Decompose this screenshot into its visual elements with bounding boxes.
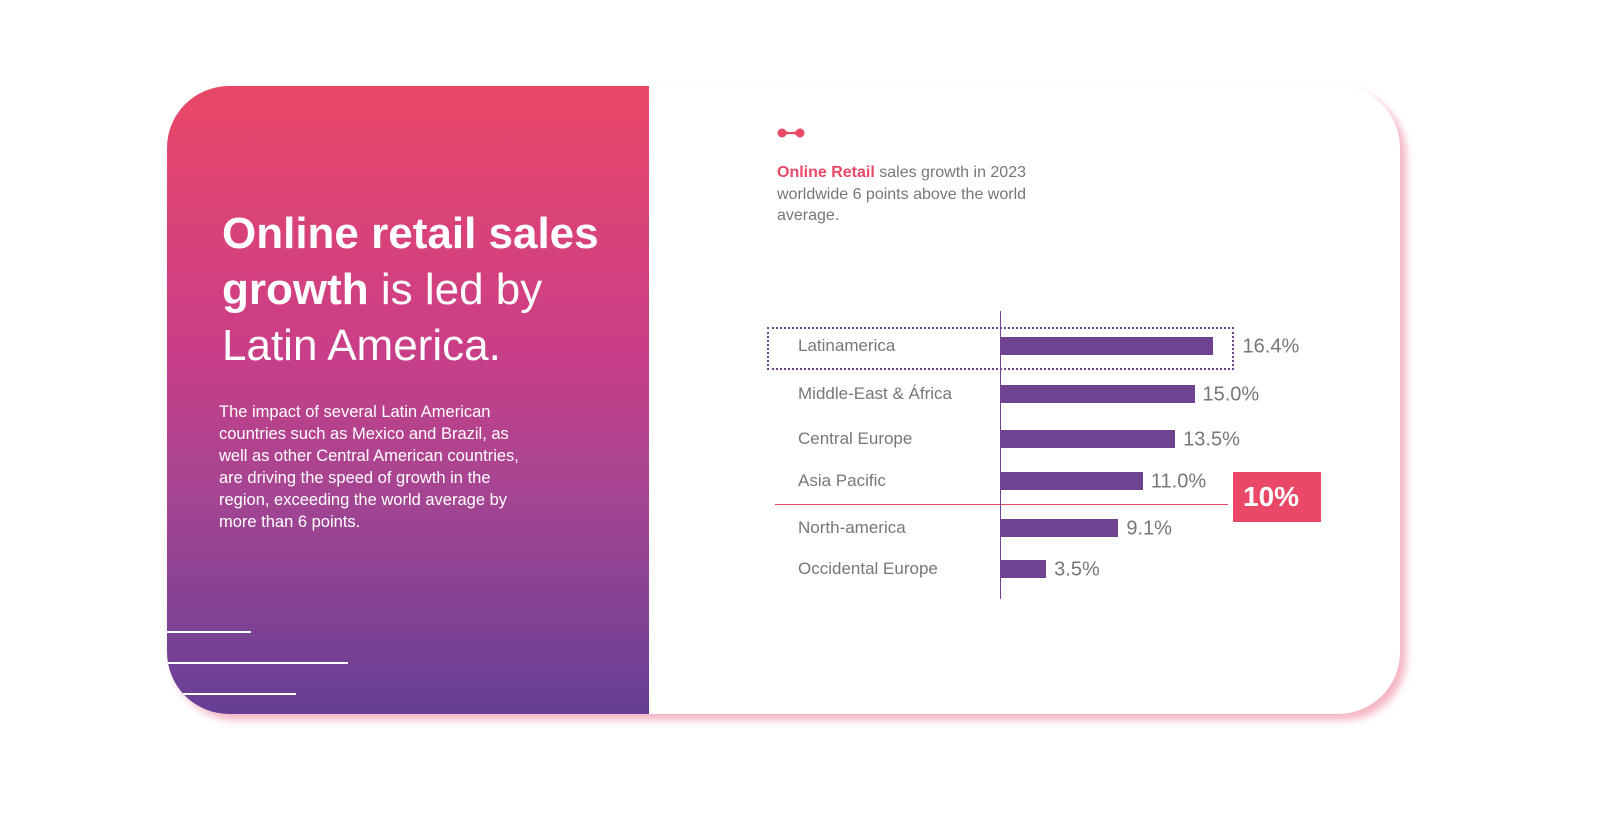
category-label: Central Europe: [798, 429, 913, 448]
axis-line: [1000, 311, 1001, 599]
intro-panel: Online retail sales growth is led by Lat…: [167, 86, 649, 714]
headline: Online retail sales growth is led by Lat…: [222, 206, 622, 374]
headline-bold: Online retail sales growth: [222, 209, 599, 314]
value-label: 16.4%: [1242, 335, 1300, 358]
reference-line: [775, 504, 1228, 505]
bar: [1001, 385, 1195, 403]
bar: [1001, 560, 1047, 578]
value-label: 15.0%: [1202, 383, 1260, 406]
card: Online retail sales growth is led by Lat…: [167, 86, 1400, 714]
decor-line: [167, 693, 296, 695]
value-label: 13.5%: [1183, 428, 1240, 451]
category-label: North-america: [798, 518, 906, 537]
chart-subtitle: Online Retail sales growth in 2023 world…: [777, 162, 1037, 227]
reference-badge: 10%: [1233, 472, 1321, 522]
subtitle-highlight: Online Retail: [777, 164, 875, 181]
category-label: Middle-East & África: [798, 384, 952, 403]
category-label: Asia Pacific: [798, 471, 886, 490]
subtitle-text: sales growth in 2023 worldwide 6 points …: [777, 164, 1027, 224]
category-label: Latinamerica: [798, 336, 896, 355]
bar: [1001, 519, 1119, 537]
decor-line: [167, 662, 348, 664]
value-label: 3.5%: [1054, 558, 1100, 581]
value-label: 9.1%: [1126, 517, 1172, 540]
bar: [1001, 430, 1176, 448]
decor-line: [167, 631, 251, 633]
bar: [1001, 472, 1143, 490]
value-label: 11.0%: [1150, 470, 1207, 493]
bar: [1001, 337, 1213, 355]
category-label: Occidental Europe: [798, 559, 938, 578]
headline-rest: is led by Latin America.: [222, 265, 543, 370]
logo-icon: [777, 128, 805, 138]
intro-text: The impact of several Latin American cou…: [219, 403, 519, 531]
